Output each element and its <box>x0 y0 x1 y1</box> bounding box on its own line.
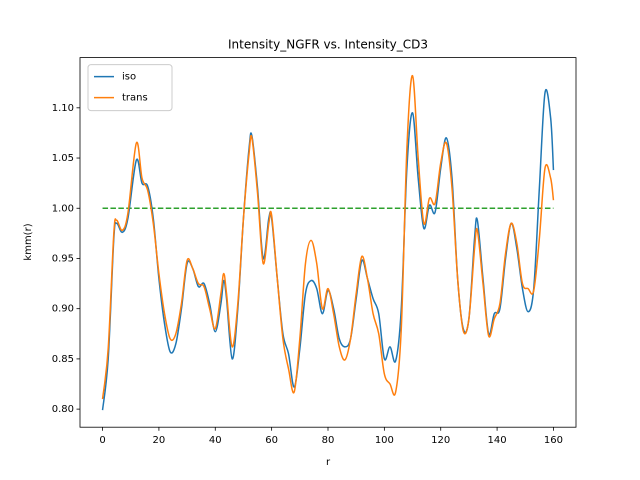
plot-frame <box>79 57 577 428</box>
y-tick-label: 0.85 <box>52 354 74 365</box>
y-tick-label: 0.80 <box>52 404 74 415</box>
x-tick-label: 120 <box>431 435 450 446</box>
x-tick-label: 0 <box>99 435 105 446</box>
y-axis-label: kmm(r) <box>23 223 34 260</box>
y-tick-label: 0.90 <box>52 304 74 315</box>
x-tick-label: 160 <box>544 435 563 446</box>
y-tick-label: 1.05 <box>52 153 74 164</box>
x-tick-label: 20 <box>153 435 166 446</box>
series-line <box>101 89 555 411</box>
y-tick-label: 0.95 <box>52 253 74 264</box>
x-tick-label: 100 <box>375 435 394 446</box>
y-tick-label: 1.00 <box>52 203 74 214</box>
x-tick-label: 60 <box>265 435 278 446</box>
legend-label: trans <box>122 93 148 104</box>
x-axis-label: r <box>326 457 331 468</box>
series-line <box>101 74 555 400</box>
chart-title: Intensity_NGFR vs. Intensity_CD3 <box>228 38 428 52</box>
legend-label: iso <box>122 72 136 83</box>
x-tick-label: 40 <box>209 435 222 446</box>
y-tick-label: 1.10 <box>52 103 74 114</box>
x-tick-label: 140 <box>488 435 507 446</box>
x-tick-label: 80 <box>322 435 335 446</box>
